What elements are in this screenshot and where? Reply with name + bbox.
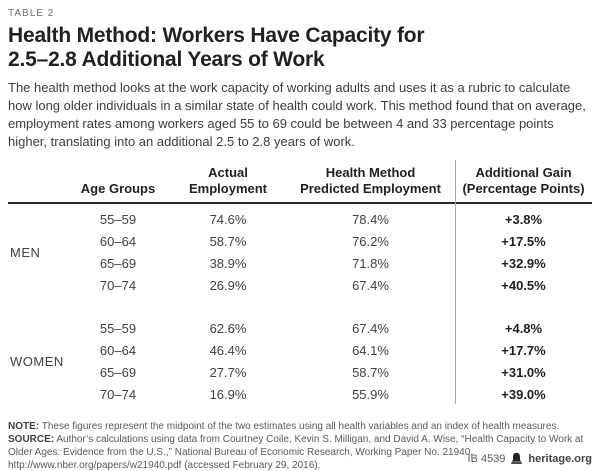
figure-description: The health method looks at the work capa… [8, 80, 586, 149]
group-women: WOMEN 55–59 62.6% 67.4% +4.8% 60–64 46.4… [8, 297, 592, 406]
group-women-rows: 55–59 62.6% 67.4% +4.8% 60–64 46.4% 64.1… [66, 318, 592, 406]
note-line: NOTE: These figures represent the midpoi… [8, 420, 594, 433]
actual-cell: 38.9% [209, 256, 247, 272]
report-id: IB 4539 [467, 452, 506, 465]
gain-cell: +17.7% [501, 343, 546, 359]
actual-cell: 74.6% [209, 212, 247, 228]
actual-cell: 16.9% [209, 387, 247, 403]
age-cell: 65–69 [99, 365, 137, 381]
gain-cell: +40.5% [501, 278, 546, 294]
heritage-bell-icon [511, 452, 523, 464]
table-row: 65–69 38.9% 71.8% +32.9% [66, 253, 592, 275]
table-row: 65–69 27.7% 58.7% +31.0% [66, 362, 592, 384]
gain-cell: +17.5% [501, 234, 546, 250]
notes-section: NOTE: These figures represent the midpoi… [8, 420, 594, 471]
predicted-cell: 64.1% [352, 343, 389, 359]
predicted-cell: 76.2% [352, 234, 389, 250]
note-text: These figures represent the midpoint of … [39, 420, 560, 432]
table-row: 70–74 26.9% 67.4% +40.5% [66, 275, 592, 297]
gain-cell: +32.9% [501, 256, 546, 272]
note-label: NOTE: [8, 420, 40, 432]
gain-cell: +39.0% [501, 387, 546, 403]
gain-cell: +3.8% [504, 212, 543, 228]
group-label-women: WOMEN [10, 354, 64, 370]
predicted-cell: 58.7% [352, 365, 389, 381]
gain-cell: +4.8% [504, 321, 543, 337]
group-label-men: MEN [10, 245, 41, 261]
table-row: 60–64 46.4% 64.1% +17.7% [66, 340, 592, 362]
table-row: 55–59 74.6% 78.4% +3.8% [66, 209, 592, 231]
table-kicker: TABLE 2 [8, 8, 55, 19]
actual-cell: 27.7% [209, 365, 247, 381]
actual-cell: 58.7% [209, 234, 247, 250]
actual-cell: 62.6% [209, 321, 247, 337]
age-cell: 70–74 [99, 387, 137, 403]
group-men: MEN 55–59 74.6% 78.4% +3.8% 60–64 58.7% … [8, 204, 592, 297]
header-additional-gain: Additional Gain (Percentage Points) [462, 165, 585, 196]
predicted-cell: 78.4% [352, 212, 389, 228]
column-divider-rule [455, 159, 456, 404]
age-cell: 70–74 [99, 278, 137, 294]
predicted-cell: 71.8% [352, 256, 389, 272]
predicted-cell: 55.9% [352, 387, 389, 403]
branding-footer: IB 4539 heritage.org [468, 452, 593, 465]
table-header-row: Age Groups Actual Employment Health Meth… [8, 158, 592, 204]
gain-cell: +31.0% [501, 365, 546, 381]
figure-title: Health Method: Workers Have Capacity for… [8, 24, 425, 71]
header-age-groups: Age Groups [80, 180, 156, 196]
predicted-cell: 67.4% [352, 321, 389, 337]
header-predicted-employment: Health Method Predicted Employment [300, 165, 441, 196]
age-cell: 65–69 [99, 256, 137, 272]
actual-cell: 46.4% [209, 343, 247, 359]
age-cell: 60–64 [99, 234, 137, 250]
group-men-rows: 55–59 74.6% 78.4% +3.8% 60–64 58.7% 76.2… [66, 209, 592, 297]
actual-cell: 26.9% [209, 278, 247, 294]
table-row: 55–59 62.6% 67.4% +4.8% [66, 318, 592, 340]
age-cell: 60–64 [99, 343, 137, 359]
predicted-cell: 67.4% [352, 278, 389, 294]
source-text: Author’s calculations using data from Co… [8, 433, 584, 471]
data-table: Age Groups Actual Employment Health Meth… [8, 158, 592, 406]
source-label: SOURCE: [8, 433, 55, 445]
heritage-site-label: heritage.org [528, 452, 592, 465]
age-cell: 55–59 [99, 321, 137, 337]
table-row: 70–74 16.9% 55.9% +39.0% [66, 384, 592, 406]
age-cell: 55–59 [99, 212, 137, 228]
source-line: SOURCE: Author’s calculations using data… [8, 433, 594, 471]
header-actual-employment: Actual Employment [188, 165, 267, 196]
table-row: 60–64 58.7% 76.2% +17.5% [66, 231, 592, 253]
